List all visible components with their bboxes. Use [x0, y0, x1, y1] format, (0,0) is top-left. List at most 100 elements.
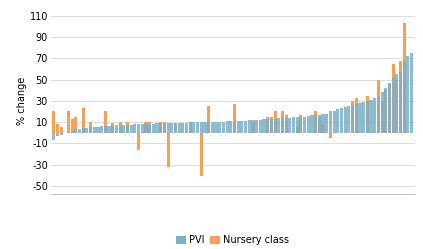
Bar [82, 128, 85, 133]
Bar [89, 127, 92, 133]
Bar [392, 77, 395, 133]
Bar [126, 125, 129, 133]
Bar [67, 132, 70, 133]
Bar [222, 122, 225, 133]
Bar [159, 123, 162, 133]
Bar [82, 108, 85, 133]
Bar [288, 118, 291, 133]
Bar [407, 56, 409, 133]
Bar [78, 129, 81, 133]
Bar [174, 123, 177, 133]
Bar [133, 124, 137, 133]
Legend: PVI, Nursery class: PVI, Nursery class [173, 231, 293, 249]
Bar [137, 133, 140, 150]
Bar [85, 128, 88, 133]
Bar [392, 64, 395, 133]
Bar [163, 123, 166, 133]
Bar [218, 122, 221, 133]
Bar [115, 125, 118, 133]
Bar [277, 118, 280, 133]
Bar [122, 125, 125, 133]
Bar [60, 127, 63, 133]
Bar [104, 112, 107, 133]
Bar [111, 126, 114, 133]
Bar [211, 122, 214, 133]
Bar [96, 127, 99, 133]
Bar [52, 133, 55, 140]
Bar [60, 133, 63, 135]
Bar [192, 122, 195, 133]
Bar [229, 121, 232, 133]
Bar [189, 122, 192, 133]
Bar [281, 112, 284, 133]
Bar [207, 106, 210, 133]
Bar [373, 98, 376, 133]
Bar [137, 124, 140, 133]
Bar [144, 122, 148, 133]
Bar [159, 122, 162, 133]
Bar [74, 117, 77, 133]
Bar [259, 120, 262, 133]
Bar [281, 118, 284, 133]
Bar [377, 96, 380, 133]
Bar [233, 104, 236, 133]
Bar [318, 115, 321, 133]
Bar [251, 122, 255, 133]
Bar [318, 117, 321, 133]
Bar [381, 92, 384, 133]
Bar [395, 74, 398, 133]
Bar [240, 121, 244, 133]
Bar [111, 123, 114, 133]
Bar [129, 125, 133, 133]
Bar [321, 114, 324, 133]
Bar [270, 117, 273, 133]
Bar [384, 88, 387, 133]
Bar [336, 109, 339, 133]
Bar [381, 101, 384, 133]
Bar [200, 122, 203, 133]
Bar [388, 84, 391, 133]
Bar [148, 122, 151, 133]
Bar [71, 119, 74, 133]
Bar [118, 122, 122, 133]
Bar [403, 61, 406, 133]
Bar [321, 124, 324, 133]
Bar [310, 115, 313, 133]
Bar [384, 90, 387, 133]
Bar [207, 122, 210, 133]
Bar [167, 133, 170, 167]
Bar [225, 121, 229, 133]
Bar [248, 120, 251, 133]
Bar [366, 96, 369, 133]
Bar [395, 80, 398, 133]
Bar [189, 122, 192, 133]
Bar [244, 121, 247, 133]
Bar [67, 112, 70, 133]
Bar [274, 112, 277, 133]
Bar [329, 112, 332, 133]
Bar [410, 53, 413, 133]
Bar [118, 125, 122, 133]
Bar [388, 83, 391, 133]
Bar [104, 126, 107, 133]
Bar [266, 119, 269, 133]
Bar [251, 120, 255, 133]
Bar [354, 104, 358, 133]
Bar [351, 101, 354, 133]
Bar [89, 122, 92, 133]
Bar [255, 120, 258, 133]
Bar [167, 123, 170, 133]
Bar [369, 100, 373, 133]
Y-axis label: % change: % change [17, 77, 27, 125]
Bar [181, 123, 184, 133]
Bar [270, 119, 273, 133]
Bar [329, 133, 332, 138]
Bar [314, 112, 317, 133]
Bar [343, 107, 347, 133]
Bar [233, 121, 236, 133]
Bar [325, 114, 328, 133]
Bar [314, 115, 317, 133]
Bar [332, 112, 336, 133]
Bar [299, 115, 302, 133]
Bar [126, 122, 129, 133]
